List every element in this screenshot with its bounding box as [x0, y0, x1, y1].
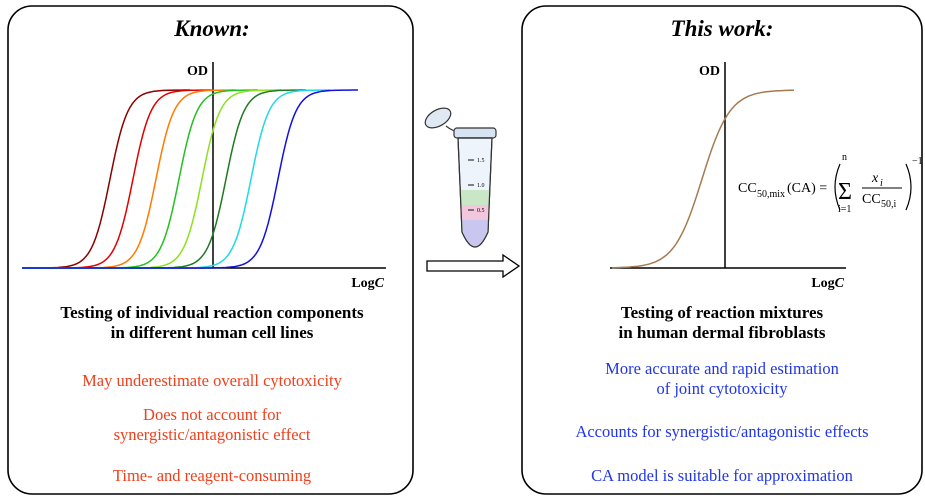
panel-title: This work: — [671, 16, 774, 41]
note: synergistic/antagonistic effect — [114, 425, 311, 444]
label-part: C — [375, 276, 385, 291]
formula-part: CC — [738, 181, 757, 196]
formula-part: 50,i — [881, 199, 897, 210]
y-axis-label: OD — [187, 64, 208, 79]
note: Does not account for — [143, 405, 281, 424]
right-panel — [521, 5, 923, 495]
formula-part: n — [842, 152, 847, 163]
formula-part: Σ — [838, 179, 852, 205]
formula: CC 50,mix (CA) = n Σ i=1 x i CC 50,i −1 — [738, 152, 923, 215]
note: More accurate and rapid estimation — [605, 359, 839, 378]
curves — [22, 89, 358, 269]
x-axis-label: LogC — [811, 276, 844, 291]
curves — [612, 89, 795, 269]
curve — [612, 89, 795, 269]
tube-mark: 0.5 — [477, 208, 485, 214]
formula-part: x — [871, 171, 879, 186]
caption: in human dermal fibroblasts — [618, 323, 825, 342]
curve — [22, 89, 330, 269]
formula-part: −1 — [912, 156, 923, 167]
curve — [22, 89, 282, 269]
note: of joint cytotoxicity — [656, 379, 788, 398]
label-part: Log — [351, 276, 374, 291]
tube-mark: 1.5 — [477, 158, 485, 164]
note: Time- and reagent-consuming — [113, 466, 311, 485]
caption: Testing of reaction mixtures — [621, 303, 824, 322]
left-panel — [7, 5, 414, 495]
curve — [22, 89, 212, 269]
curve — [22, 89, 190, 269]
label-part: C — [835, 276, 845, 291]
note: May underestimate overall cytotoxicity — [82, 371, 343, 390]
y-axis-label: OD — [699, 64, 720, 79]
panel-title: Known: — [173, 16, 249, 41]
curve — [22, 89, 236, 269]
tube-mark: 1.0 — [477, 183, 485, 189]
note: Accounts for synergistic/antagonistic ef… — [575, 422, 868, 441]
note: CA model is suitable for approximation — [591, 466, 853, 485]
formula-part: 50,mix — [757, 189, 785, 200]
paren — [834, 163, 841, 211]
tube-icon — [424, 107, 497, 248]
curve — [22, 89, 358, 269]
arrow — [426, 253, 521, 279]
formula-part: i=1 — [838, 204, 851, 215]
caption: in different human cell lines — [111, 323, 314, 342]
x-axis-label: LogC — [351, 276, 384, 291]
formula-part: (CA) = — [787, 181, 827, 196]
paren — [905, 163, 912, 211]
label-part: Log — [811, 276, 834, 291]
formula-part: CC — [862, 192, 881, 207]
formula-part: i — [880, 178, 883, 189]
caption: Testing of individual reaction component… — [60, 303, 364, 322]
